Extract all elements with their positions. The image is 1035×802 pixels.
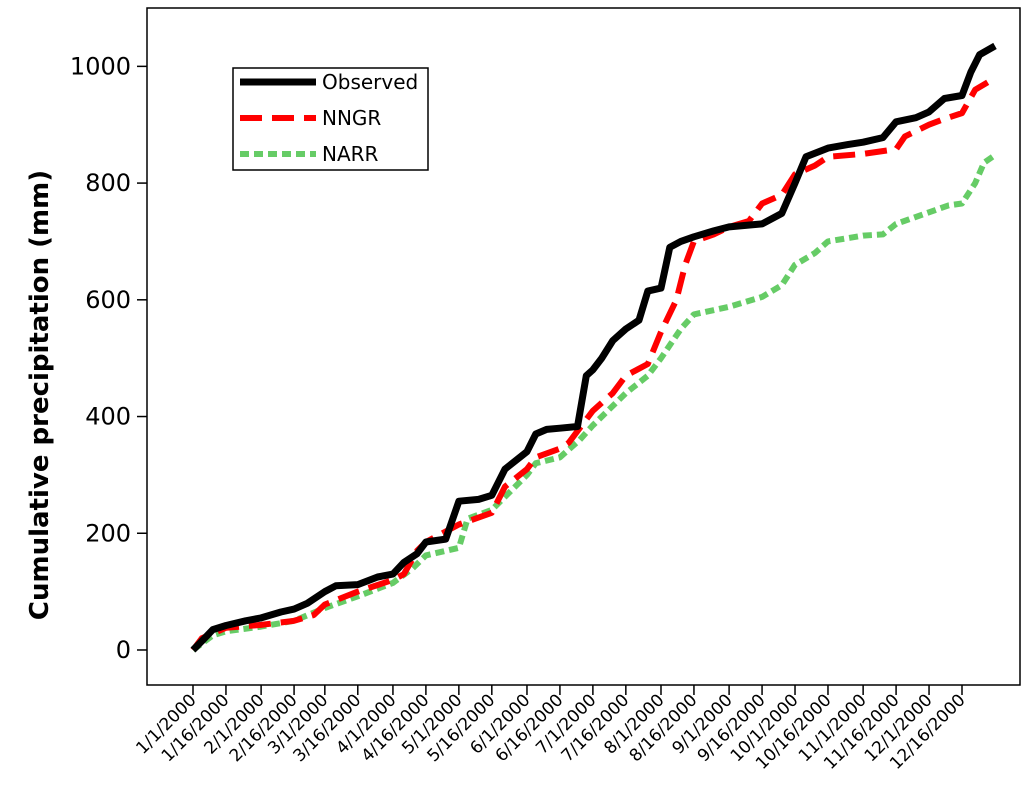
- y-tick-label: 600: [85, 286, 131, 314]
- plot-frame: [146, 7, 1021, 686]
- legend-label-nngr: NNGR: [322, 106, 381, 130]
- legend-label-narr: NARR: [322, 142, 379, 166]
- y-tick-label: 200: [85, 519, 131, 547]
- y-tick-label: 0: [116, 636, 131, 664]
- y-tick-label: 800: [85, 169, 131, 197]
- plot-area-border: [146, 7, 1021, 686]
- y-axis: 0 200 400 600 800 1000: [70, 52, 147, 664]
- y-tick-label: 400: [85, 403, 131, 431]
- y-tick-label: 1000: [70, 52, 131, 80]
- series-line-nngr: [190, 75, 997, 652]
- y-axis-label: Cumulative precipitation (mm): [25, 170, 55, 620]
- series-lines: [190, 42, 997, 653]
- series-line-narr: [191, 152, 997, 653]
- x-axis: 1/1/20001/16/20002/1/20002/16/20003/1/20…: [132, 685, 970, 774]
- legend: Observed NNGR NARR: [232, 67, 429, 171]
- series-line-observed: [190, 42, 997, 653]
- legend-label-observed: Observed: [322, 70, 418, 94]
